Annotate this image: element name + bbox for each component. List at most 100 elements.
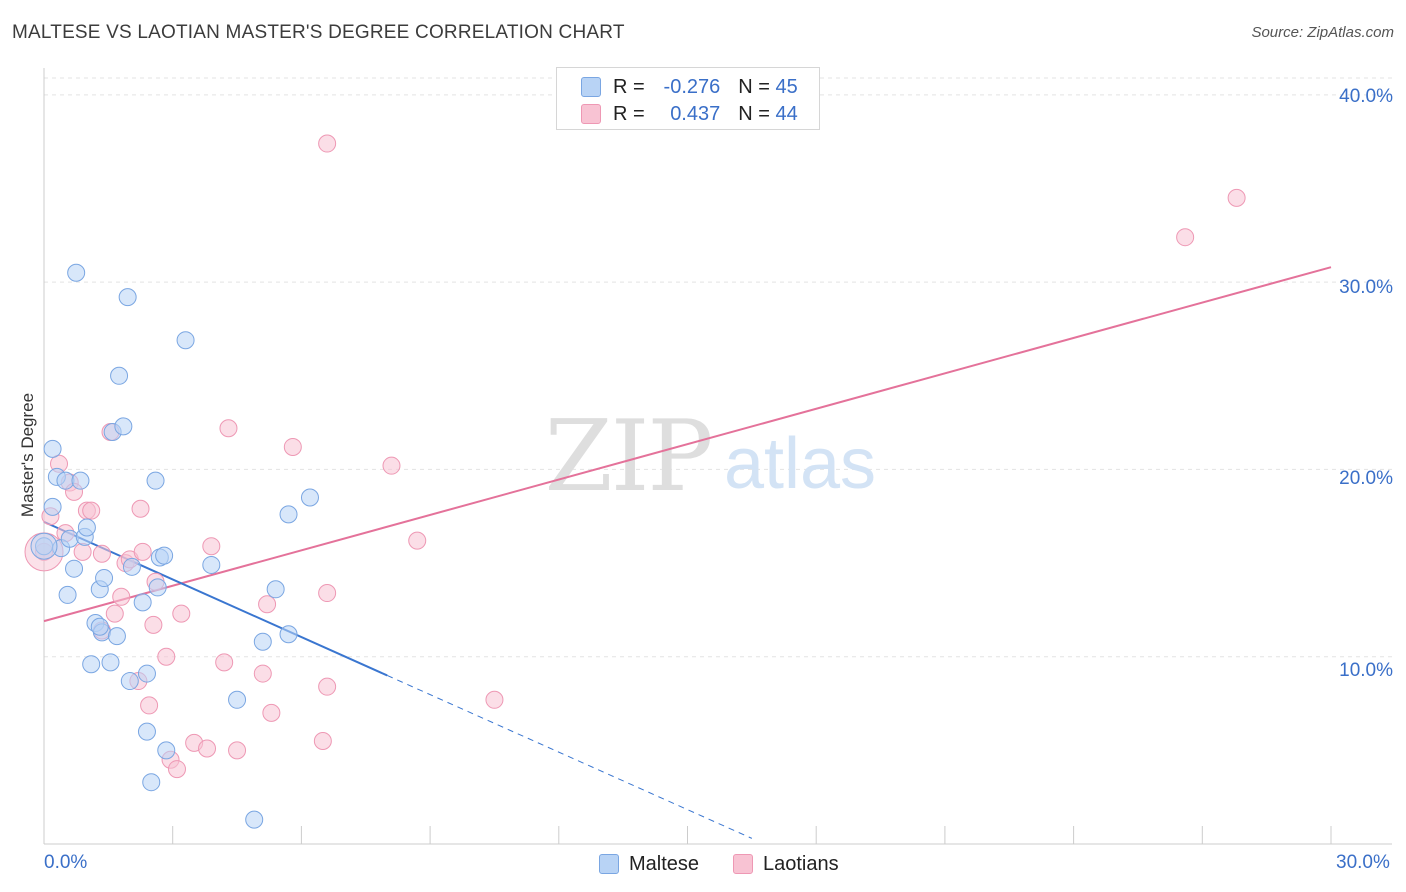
laotian-point [283, 437, 302, 456]
maltese-point [137, 722, 156, 741]
maltese-point [101, 653, 120, 672]
maltese-swatch [599, 854, 619, 874]
maltese-point [77, 518, 96, 537]
maltese-point [43, 497, 62, 516]
laotian-trend-line [43, 266, 1332, 623]
maltese-point [82, 655, 101, 674]
laotian-point [198, 739, 217, 758]
laotian-point [133, 542, 152, 561]
y-tick-label: 40.0% [1339, 86, 1393, 107]
chart-title: MALTESE VS LAOTIAN MASTER'S DEGREE CORRE… [12, 22, 625, 43]
r-value: -0.276 [663, 75, 721, 98]
laotian-point [144, 615, 163, 634]
maltese-point [118, 288, 137, 307]
maltese-point [148, 578, 167, 597]
laotian-point [485, 690, 504, 709]
maltese-points [30, 263, 319, 829]
maltese-point [120, 672, 139, 691]
laotian-point [318, 677, 337, 696]
laotian-point [1176, 228, 1195, 247]
maltese-point [245, 810, 264, 829]
maltese-point [146, 471, 165, 490]
y-tick-label: 10.0% [1339, 660, 1393, 681]
laotian-point [253, 664, 272, 683]
maltese-point [279, 505, 298, 524]
n-value: 44 [775, 102, 798, 125]
maltese-point [176, 331, 195, 350]
laotian-point [92, 544, 111, 563]
laotian-point [219, 419, 238, 438]
maltese-swatch [581, 77, 601, 97]
laotian-point [382, 456, 401, 475]
maltese-point [114, 417, 133, 436]
maltese-point [266, 580, 285, 599]
legend-label: Laotians [763, 852, 839, 875]
maltese-point [65, 559, 84, 578]
laotian-point [202, 537, 221, 556]
maltese-point [90, 617, 109, 636]
laotian-point [140, 696, 159, 715]
n-value: 45 [775, 75, 798, 98]
laotian-point [172, 604, 191, 623]
legend-row-maltese: R = -0.276 N = 45 [581, 75, 798, 99]
legend-row-laotians: R = 0.437 N = 44 [581, 102, 798, 126]
r-label: R = [613, 102, 645, 125]
x-tick-label: 0.0% [44, 852, 88, 873]
watermark-atlas: atlas [724, 424, 876, 504]
laotian-point [313, 731, 332, 750]
maltese-point [43, 439, 62, 458]
maltese-point [60, 529, 79, 548]
maltese-point [279, 625, 298, 644]
source-label: Source: ZipAtlas.com [1251, 24, 1394, 41]
maltese-point [110, 366, 129, 385]
maltese-point [202, 555, 221, 574]
stats-legend: R = -0.276 N = 45 R = 0.437 N = 44 [556, 67, 820, 130]
maltese-point [228, 690, 247, 709]
maltese-point [157, 741, 176, 760]
r-value: 0.437 [670, 102, 721, 125]
maltese-point [253, 632, 272, 651]
maltese-point [30, 532, 58, 560]
laotian-point [215, 653, 234, 672]
y-axis-label: Master's Degree [18, 392, 37, 518]
laotian-point [105, 604, 124, 623]
y-tick-label: 20.0% [1339, 468, 1393, 489]
maltese-point [137, 664, 156, 683]
laotian-point [228, 741, 247, 760]
legend-item-maltese[interactable]: Maltese [599, 852, 699, 876]
maltese-trend-extension [386, 674, 753, 839]
maltese-point [95, 569, 114, 588]
laotian-point [112, 587, 131, 606]
laotian-point [262, 703, 281, 722]
n-label: N = [738, 102, 770, 125]
laotian-point [167, 760, 186, 779]
maltese-point [56, 471, 75, 490]
legend-item-laotians[interactable]: Laotians [733, 852, 839, 876]
maltese-point [142, 773, 161, 792]
laotian-point [157, 647, 176, 666]
watermark: ZIP atlas [545, 400, 876, 514]
r-label: R = [613, 75, 645, 98]
gridlines [44, 77, 1392, 658]
maltese-point [58, 585, 77, 604]
laotian-point [131, 499, 150, 518]
legend-label: Maltese [629, 852, 700, 875]
maltese-point [155, 546, 174, 565]
maltese-point [107, 627, 126, 646]
laotian-swatch [581, 104, 601, 124]
laotian-point [1227, 188, 1246, 207]
y-tick-label: 30.0% [1339, 277, 1393, 298]
laotian-point [73, 542, 92, 561]
axes [43, 68, 1392, 845]
laotian-point [82, 501, 101, 520]
n-label: N = [738, 75, 770, 98]
maltese-point [67, 263, 86, 282]
x-tick-label: 30.0% [1336, 852, 1390, 873]
watermark-zip: ZIP [545, 400, 712, 514]
maltese-point [300, 488, 319, 507]
laotian-point [318, 584, 337, 603]
laotian-point [258, 595, 277, 614]
maltese-point [71, 471, 90, 490]
maltese-point [122, 557, 141, 576]
